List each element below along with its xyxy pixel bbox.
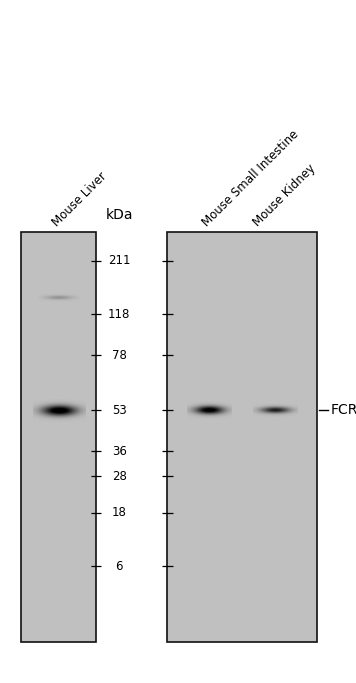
Text: 78: 78 xyxy=(112,348,127,362)
Text: Mouse Small Intestine: Mouse Small Intestine xyxy=(200,128,302,229)
Text: 118: 118 xyxy=(108,307,130,321)
Text: 211: 211 xyxy=(108,254,131,268)
Text: 6: 6 xyxy=(115,559,123,573)
Bar xyxy=(21,232,96,642)
Text: 28: 28 xyxy=(112,469,127,483)
Text: kDa: kDa xyxy=(105,208,133,222)
Bar xyxy=(167,232,317,642)
Text: 53: 53 xyxy=(112,404,127,417)
Text: Mouse Liver: Mouse Liver xyxy=(49,169,109,229)
Text: 18: 18 xyxy=(112,506,127,520)
Text: 36: 36 xyxy=(112,445,127,458)
Text: Mouse Kidney: Mouse Kidney xyxy=(251,162,318,229)
Text: FCRN: FCRN xyxy=(331,404,356,417)
